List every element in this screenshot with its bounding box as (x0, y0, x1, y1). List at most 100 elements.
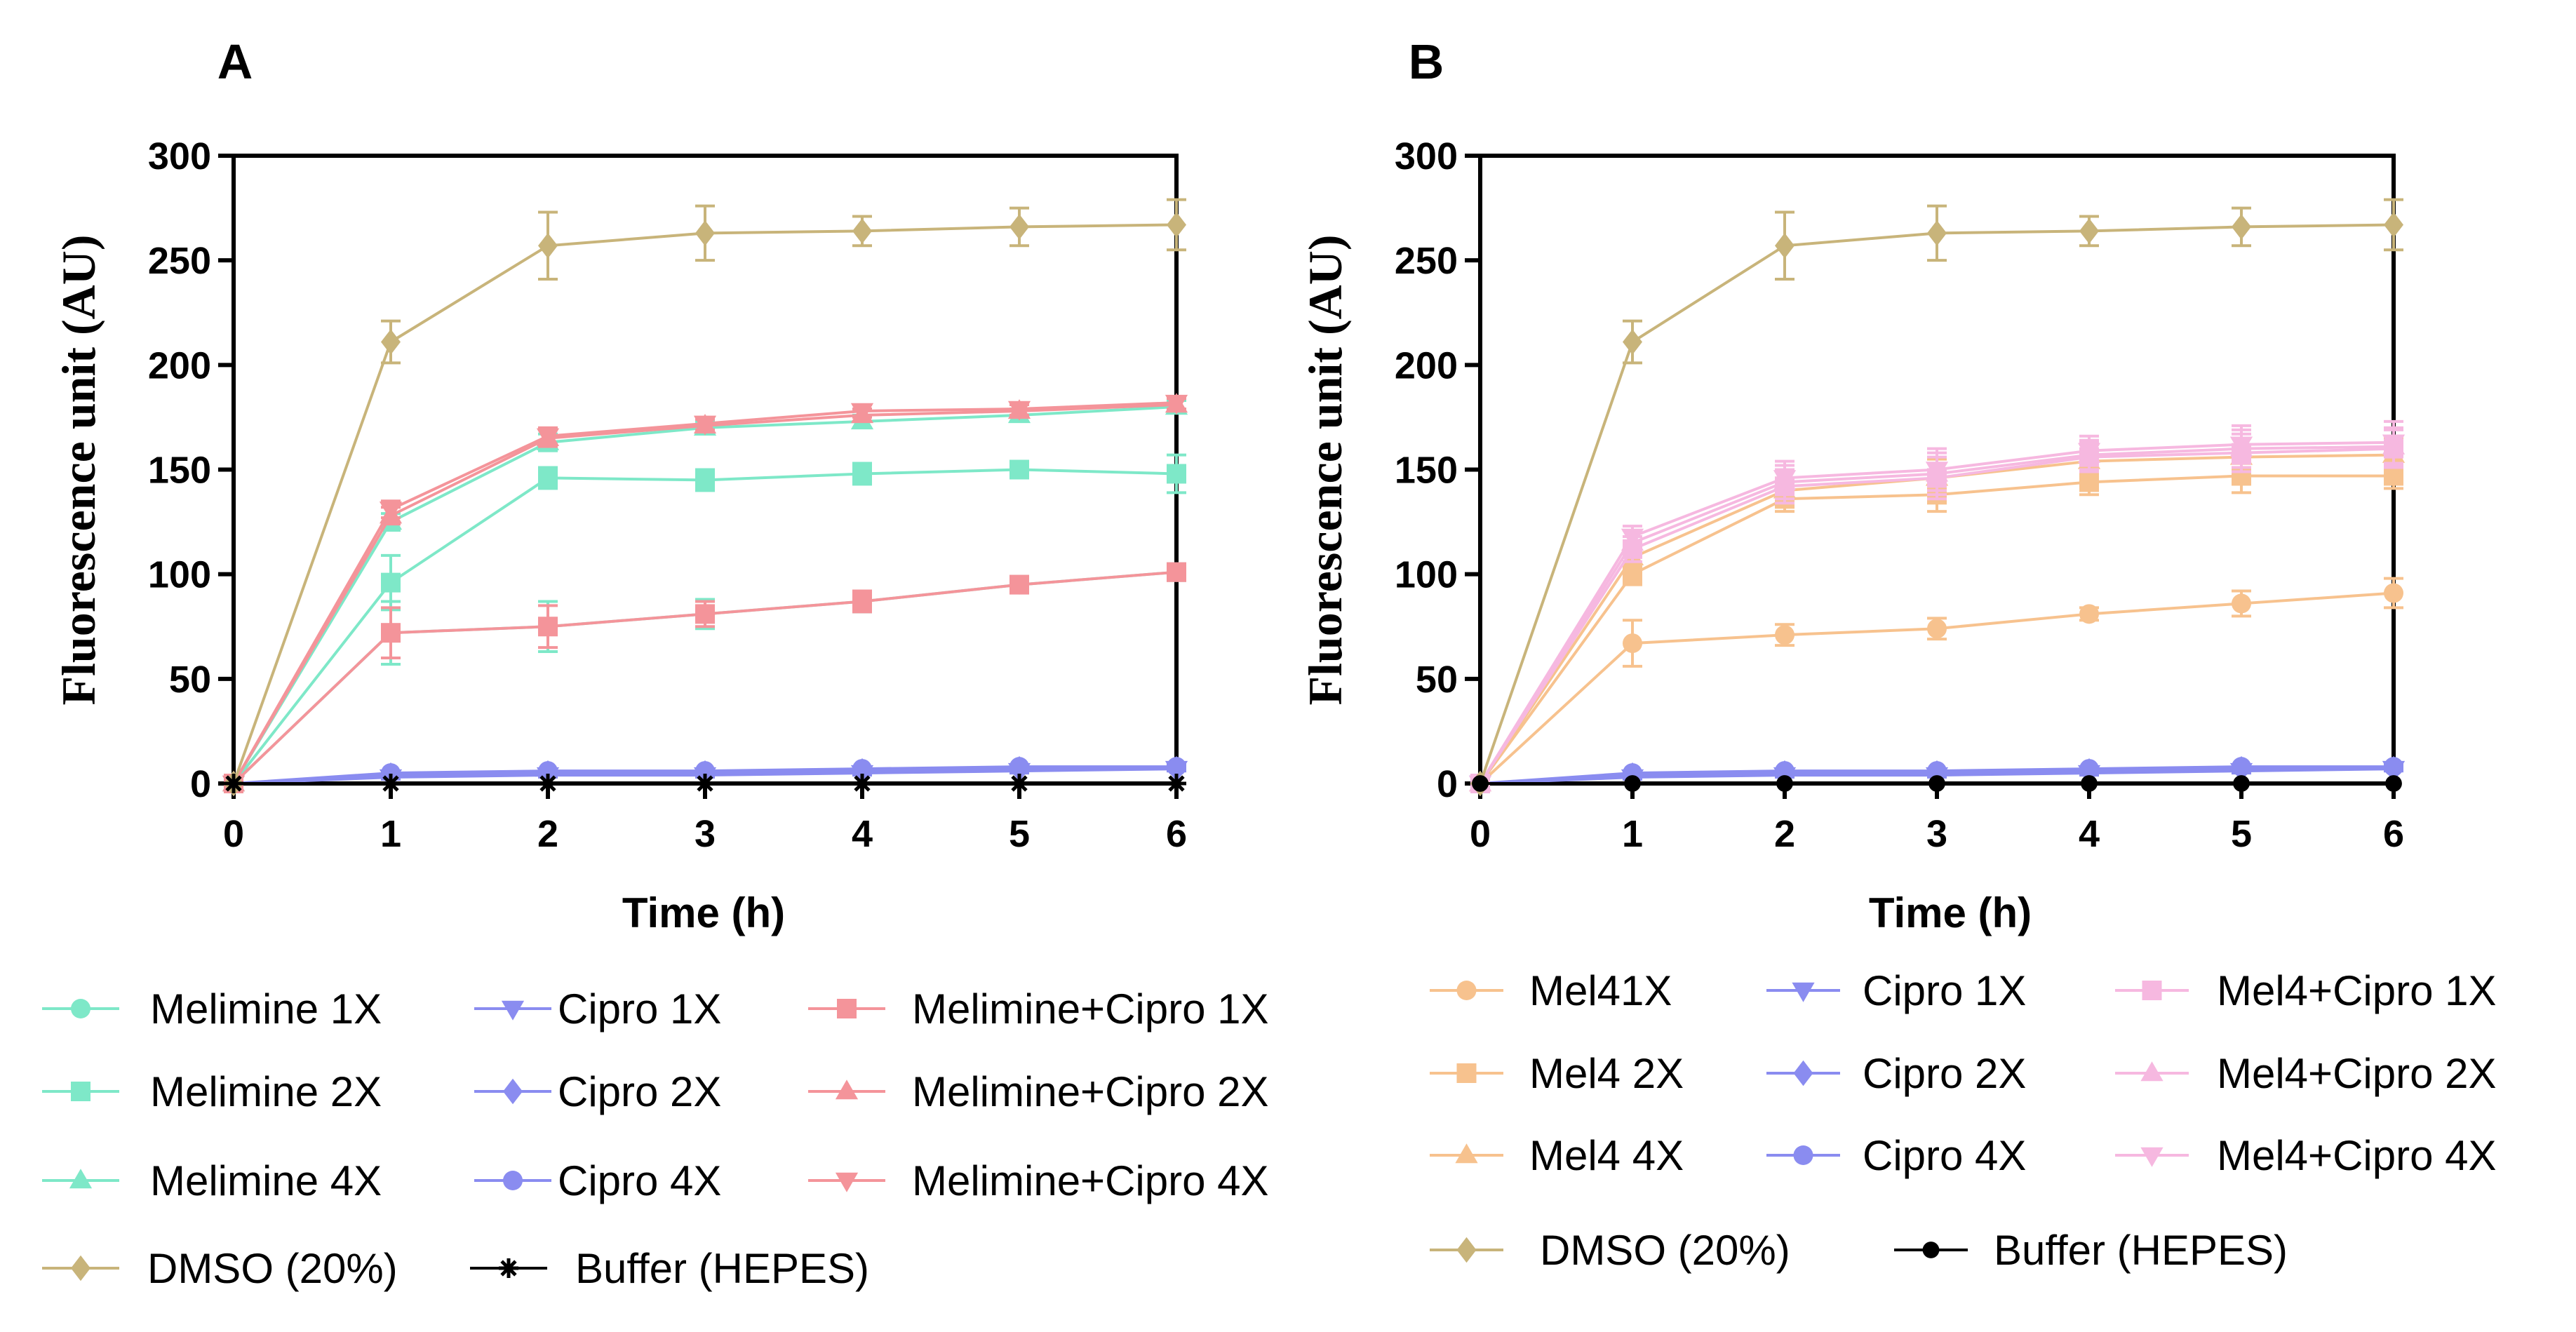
panel-a-series-cipro-4x-point (1009, 757, 1029, 777)
panel-a-x-tick-label: 1 (380, 813, 401, 855)
panel-a-series-buffer-hepes-point-stroke (225, 775, 242, 792)
panel-b-series-cipro-4x-point (1927, 761, 1947, 781)
panel-a-legend-melimine-1x: Melimine 1X (42, 985, 382, 1032)
panel-b-legend-cipro-1x-label: Cipro 1X (1863, 967, 2026, 1014)
panel-a-series-melimine-cipro-1x-point (1009, 574, 1029, 595)
panel-a-x-tick-label: 0 (223, 813, 244, 855)
panel-b-legend-mel4-cipro-4x: Mel4+Cipro 4X (2115, 1132, 2497, 1179)
panel-a-series-melimine-cipro-4x-point (850, 403, 874, 423)
panel-b-series-dmso-20-point (1623, 329, 1642, 355)
panel-b-legend-dmso-20: DMSO (20%) (1430, 1227, 1790, 1274)
panel-a-legend-buffer-hepes-swatch-marker (499, 1258, 518, 1278)
panel-b-series-cipro-4x-point (1775, 761, 1795, 781)
panel-a-series-cipro-4x-point (695, 761, 715, 781)
panel-a-x-axis-title: Time (h) (622, 889, 785, 936)
panel-b-legend-mel4-2x-swatch-marker (1456, 1063, 1477, 1083)
panel-b-y-tick-label: 0 (1437, 763, 1458, 805)
panel-a-series-melimine-cipro-1x-point (1167, 562, 1186, 582)
panel-b-legend-cipro-2x: Cipro 2X (1766, 1050, 2026, 1097)
panel-b-series-cipro-4x-point (2079, 759, 2099, 779)
panel-b-legend-cipro-2x-label: Cipro 2X (1863, 1050, 2026, 1097)
panel-b-series-dmso-20 (1470, 198, 2403, 797)
panel-b-series-dmso-20-point (1927, 220, 1947, 246)
panel-b-x-tick-label: 5 (2231, 813, 2252, 855)
panel-a-y-tick-label: 50 (169, 659, 211, 701)
panel-a-series-cipro-4x-point (852, 759, 872, 779)
panel-b-legend-buffer-hepes: Buffer (HEPES) (1894, 1227, 2288, 1274)
panel-a-series-dmso-20-point (1009, 214, 1029, 240)
panel-b-legend-mel4-cipro-1x-swatch-marker (2142, 981, 2162, 1000)
panel-b-series-mel41x-point (1623, 633, 1642, 654)
panel-a-x-tick-label: 2 (537, 813, 558, 855)
panel-a-series-melimine-2x (224, 453, 1186, 793)
panel-a-series-melimine-2x-point (695, 470, 715, 490)
panel-a-y-axis: 0 50 100 150 200 250 300 (148, 135, 234, 805)
panel-b-series-mel4-cipro-4x-point (2077, 443, 2101, 463)
panel-a-series-buffer-hepes-point (1009, 774, 1029, 793)
panel-b-series-mel4-cipro-4x (1468, 419, 2406, 795)
panel-a-series-dmso-20-point (695, 220, 715, 246)
panel-b-legend-mel41x-label: Mel41X (1529, 967, 1672, 1014)
panel-b-series-buffer-hepes-point (1472, 775, 1489, 792)
panel-b-series-mel4-cipro-4x-point (2382, 434, 2406, 455)
panel-b-legend-mel4-4x-swatch-marker (1455, 1143, 1478, 1164)
panel-a-legend-melimine-1x-label: Melimine 1X (150, 985, 382, 1032)
panel-a-series-buffer-hepes-point-stroke (1168, 775, 1185, 792)
panel-b-series-buffer-hepes-point (2081, 775, 2098, 792)
panel-a-x-tick-label: 6 (1166, 813, 1187, 855)
panel-b-y-tick-label: 250 (1395, 240, 1458, 282)
panel-a-series-dmso-20-point (381, 329, 401, 355)
panel-a-series-buffer-hepes-point (381, 774, 401, 793)
panel-b-series-buffer-hepes-point (1776, 775, 1793, 792)
panel-a-letter: A (217, 34, 253, 89)
panel-b-series-mel41x-point (2079, 604, 2099, 624)
panel-b-legend: Mel41X Mel4 2X Mel4 4X Cipro 1X Cipro 2X Cipr… (1430, 967, 2497, 1274)
panel-a-series-buffer-hepes-point-stroke (854, 775, 871, 792)
panel-a-legend-cipro-4x-swatch-marker (503, 1171, 523, 1190)
panel-b-x-tick-label: 3 (1926, 813, 1947, 855)
panel-a-legend-melimine-2x: Melimine 2X (42, 1068, 382, 1115)
panel-a-x-tick-label: 3 (695, 813, 716, 855)
panel-a-series-buffer-hepes-point (1167, 774, 1186, 793)
panel-a-series-layer (222, 198, 1188, 797)
panel-b-legend-mel4-cipro-4x-swatch-marker (2140, 1147, 2164, 1167)
panel-a-legend-dmso-20: DMSO (20%) (42, 1245, 398, 1292)
panel-b-y-tick-label: 100 (1395, 554, 1458, 596)
panel-a-x-axis: 0 1 2 3 4 5 6 (223, 783, 1187, 855)
panel-a-series-buffer-hepes-point-stroke (382, 775, 399, 792)
panel-b-legend-mel4-2x-label: Mel4 2X (1529, 1050, 1684, 1097)
panel-a-y-tick-label: 300 (148, 135, 211, 177)
panel-a-legend-melimine-2x-label: Melimine 2X (150, 1068, 382, 1115)
panel-b-series-mel4-cipro-4x-point (1621, 528, 1644, 549)
panel-b-legend-mel4-2x: Mel4 2X (1430, 1050, 1684, 1097)
panel-a-legend-buffer-hepes: Buffer (HEPES) (470, 1245, 869, 1292)
panel-b-legend-buffer-hepes-swatch-marker (1922, 1242, 1940, 1258)
panel-b-x-tick-label: 4 (2079, 813, 2100, 855)
panel-a-series-buffer-hepes-point (852, 774, 872, 793)
panel-b-legend-cipro-4x: Cipro 4X (1766, 1132, 2026, 1179)
panel-a-legend-cipro-1x-swatch-marker (501, 1000, 525, 1021)
panel-b-legend-cipro-4x-swatch-marker (1793, 1145, 1813, 1165)
panel-b-y-tick-label: 150 (1395, 450, 1458, 492)
panel-a-legend-melimine-cipro-1x-swatch-marker (837, 999, 857, 1018)
panel-a-y-tick-label: 150 (148, 450, 211, 492)
panel-a-series-cipro-4x-point (538, 761, 558, 781)
panel-a-series-melimine-cipro-1x-point (695, 604, 715, 624)
panel-a-legend-melimine-cipro-4x: Melimine+Cipro 4X (808, 1157, 1269, 1204)
panel-b-legend-mel4-4x-label: Mel4 4X (1529, 1132, 1684, 1179)
panel-b-y-tick-label: 50 (1416, 659, 1458, 701)
panel-a-legend-melimine-4x: Melimine 4X (42, 1157, 382, 1204)
panel-a-series-melimine-cipro-4x-point (536, 428, 560, 448)
panel-a-legend-buffer-hepes-label: Buffer (HEPES) (575, 1245, 869, 1292)
panel-b-legend-mel41x: Mel41X (1430, 967, 1672, 1014)
panel-a-legend-melimine-cipro-1x-label: Melimine+Cipro 1X (912, 985, 1269, 1032)
panel-b-y-axis: 0 50 100 150 200 250 300 (1395, 135, 1480, 805)
panel-a-series-dmso-20-line (232, 223, 1177, 784)
panel-a-series-melimine-cipro-4x-point (693, 415, 717, 436)
panel-b-letter: B (1409, 34, 1444, 89)
panel-b-legend-dmso-20-swatch-marker (1456, 1237, 1477, 1263)
panel-b-series-layer (1468, 198, 2406, 797)
panel-a-y-tick-label: 100 (148, 554, 211, 596)
panel-b-legend-mel4-4x: Mel4 4X (1430, 1132, 1684, 1179)
